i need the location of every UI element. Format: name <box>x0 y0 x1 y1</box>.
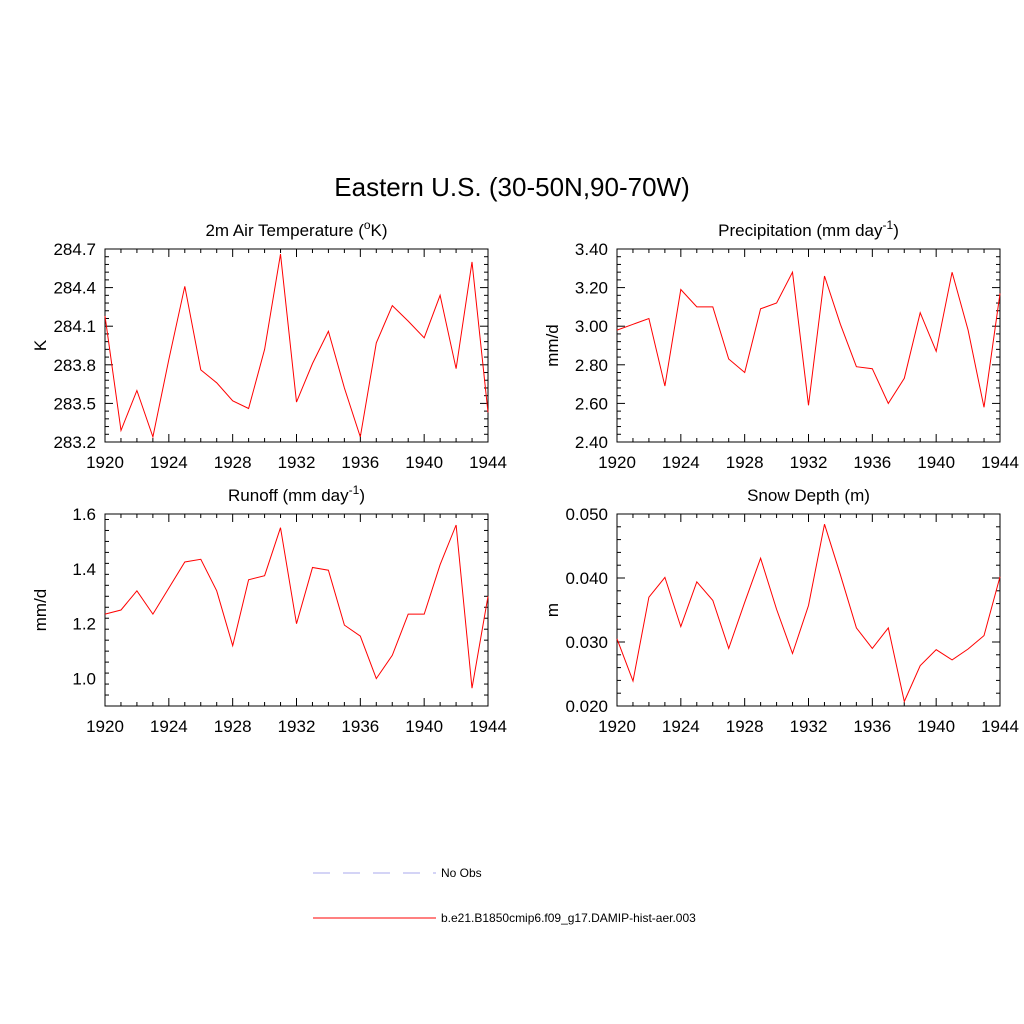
plot-frame <box>104 513 489 707</box>
y-tick-label: 1.4 <box>72 560 96 579</box>
x-tick-label: 1924 <box>662 453 700 472</box>
x-tick-label: 1928 <box>726 453 764 472</box>
y-axis-label: mm/d <box>31 589 50 632</box>
plot-frame <box>104 248 489 443</box>
x-tick-label: 1932 <box>278 717 316 736</box>
x-tick-label: 1924 <box>150 453 188 472</box>
x-tick-label: 1932 <box>790 453 828 472</box>
y-tick-label: 284.4 <box>53 279 96 298</box>
y-tick-label: 283.5 <box>53 394 96 413</box>
legend-label: b.e21.B1850cmip6.f09_g17.DAMIP-hist-aer.… <box>441 911 696 925</box>
legend-label: No Obs <box>441 866 482 880</box>
y-tick-label: 3.40 <box>575 240 608 259</box>
x-tick-label: 1928 <box>214 453 252 472</box>
panel-title: Runoff (mm day-1) <box>228 483 365 505</box>
y-tick-label: 0.020 <box>565 697 608 716</box>
y-tick-label: 0.030 <box>565 633 608 652</box>
x-tick-label: 1924 <box>150 717 188 736</box>
y-tick-label: 1.6 <box>72 505 96 524</box>
plot-frame <box>616 513 1001 707</box>
x-tick-label: 1940 <box>917 717 955 736</box>
series-line <box>616 270 1001 408</box>
y-tick-label: 3.00 <box>575 317 608 336</box>
y-tick-label: 284.7 <box>53 240 96 259</box>
plot-frame <box>616 248 1001 443</box>
x-tick-label: 1944 <box>981 717 1019 736</box>
y-axis-label: m <box>543 603 562 617</box>
x-tick-label: 1936 <box>341 453 379 472</box>
x-tick-label: 1928 <box>726 717 764 736</box>
y-tick-label: 2.80 <box>575 356 608 375</box>
x-tick-label: 1940 <box>917 453 955 472</box>
y-tick-label: 0.050 <box>565 505 608 524</box>
legend: No Obs b.e21.B1850cmip6.f09_g17.DAMIP-his… <box>313 866 696 925</box>
y-axis-label: K <box>31 339 50 351</box>
panel-2: Precipitation (mm day-1) mm/d 1920 1924 1928… <box>543 218 1019 472</box>
x-tick-label: 1924 <box>662 717 700 736</box>
x-tick-label: 1936 <box>341 717 379 736</box>
x-tick-label: 1936 <box>853 717 891 736</box>
x-tick-label: 1920 <box>598 453 636 472</box>
figure-title: Eastern U.S. (30-50N,90-70W) <box>334 172 689 202</box>
x-tick-label: 1932 <box>790 717 828 736</box>
panels: 2m Air Temperature (oK) K 1920 1924 1928 1932… <box>31 218 1019 736</box>
x-tick-label: 1920 <box>598 717 636 736</box>
y-tick-label: 284.1 <box>53 317 96 336</box>
x-tick-label: 1920 <box>86 453 124 472</box>
y-tick-label: 1.2 <box>72 615 96 634</box>
series-line <box>616 524 1001 704</box>
x-tick-label: 1944 <box>469 453 507 472</box>
panel-title: 2m Air Temperature (oK) <box>205 218 387 240</box>
y-axis-label: mm/d <box>543 324 562 367</box>
panel-title: Snow Depth (m) <box>747 486 870 505</box>
x-tick-label: 1944 <box>469 717 507 736</box>
x-tick-label: 1940 <box>405 453 443 472</box>
panel-title: Precipitation (mm day-1) <box>718 218 899 240</box>
panel-3: Runoff (mm day-1) mm/d 1920 1924 1928 1932 193… <box>31 483 507 736</box>
x-tick-label: 1920 <box>86 717 124 736</box>
x-tick-label: 1932 <box>278 453 316 472</box>
x-tick-label: 1940 <box>405 717 443 736</box>
panel-1: 2m Air Temperature (oK) K 1920 1924 1928 1932… <box>31 218 507 472</box>
y-tick-label: 2.40 <box>575 433 608 452</box>
series-line <box>104 524 489 689</box>
x-tick-label: 1928 <box>214 717 252 736</box>
panel-4: Snow Depth (m) m 1920 1924 1928 1932 1936 1940 1… <box>543 486 1019 736</box>
y-tick-label: 283.2 <box>53 433 96 452</box>
y-tick-label: 2.60 <box>575 394 608 413</box>
y-tick-label: 3.20 <box>575 279 608 298</box>
series-line <box>104 254 489 439</box>
y-tick-label: 1.0 <box>72 670 96 689</box>
y-tick-label: 283.8 <box>53 356 96 375</box>
x-tick-label: 1944 <box>981 453 1019 472</box>
x-tick-label: 1936 <box>853 453 891 472</box>
y-tick-label: 0.040 <box>565 569 608 588</box>
